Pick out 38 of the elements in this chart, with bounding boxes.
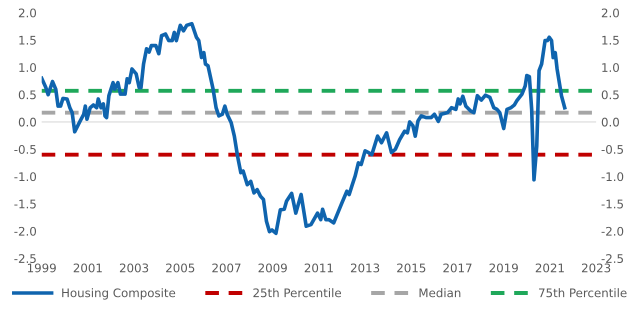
x-tick-label: 2015 [397, 263, 426, 272]
x-tick-label: 2011 [304, 263, 333, 272]
x-tick-label: 2021 [536, 263, 564, 272]
y-tick-label: -1.0 [14, 172, 36, 182]
y2-tick-label: 0.0 [602, 118, 619, 127]
x-tick-label: 2001 [74, 263, 102, 272]
y-tick-label: -0.5 [14, 144, 36, 154]
y-tick-label: -1.5 [14, 200, 36, 208]
y-tick-label: 1.5 [19, 36, 36, 45]
y-tick-label: -2.0 [14, 226, 36, 236]
x-tick-label: 2017 [443, 263, 472, 272]
legend-label: Median [420, 288, 460, 298]
y-tick-label: 2.0 [18, 8, 36, 18]
y-tick-label: 1.0 [19, 63, 36, 72]
y-tick-label: -2.5 [14, 254, 36, 264]
y2-tick-label: -1.5 [602, 200, 623, 208]
y2-tick-label: 1.0 [602, 63, 619, 72]
y2-tick-label: -2.0 [602, 226, 624, 236]
legend-label: Housing Composite [62, 288, 176, 300]
y-tick-label: 0.5 [18, 90, 36, 100]
legend-label: 75th Percentile [539, 288, 627, 298]
x-tick-label: 2019 [490, 263, 518, 272]
y2-tick-label: -0.5 [602, 144, 623, 154]
y2-tick-label: 1.5 [602, 36, 619, 45]
x-tick-label: 2013 [350, 263, 380, 272]
y2-tick-label: 2.0 [602, 8, 619, 18]
y2-tick-label: -1.0 [602, 172, 624, 182]
x-tick-label: 2005 [166, 263, 194, 272]
x-tick-label: 2003 [120, 263, 148, 272]
y-tick-label: 0.0 [18, 118, 36, 127]
x-tick-label: 2009 [258, 263, 287, 272]
y2-tick-label: 0.5 [602, 90, 619, 100]
legend-label: 25th Percentile [253, 288, 342, 298]
x-tick-label: 1999 [28, 263, 56, 272]
x-tick-label: 2007 [212, 263, 240, 272]
x-tick-label: 2023 [582, 263, 610, 272]
line-series [42, 22, 567, 236]
y2-tick-label: -2.5 [602, 254, 623, 264]
